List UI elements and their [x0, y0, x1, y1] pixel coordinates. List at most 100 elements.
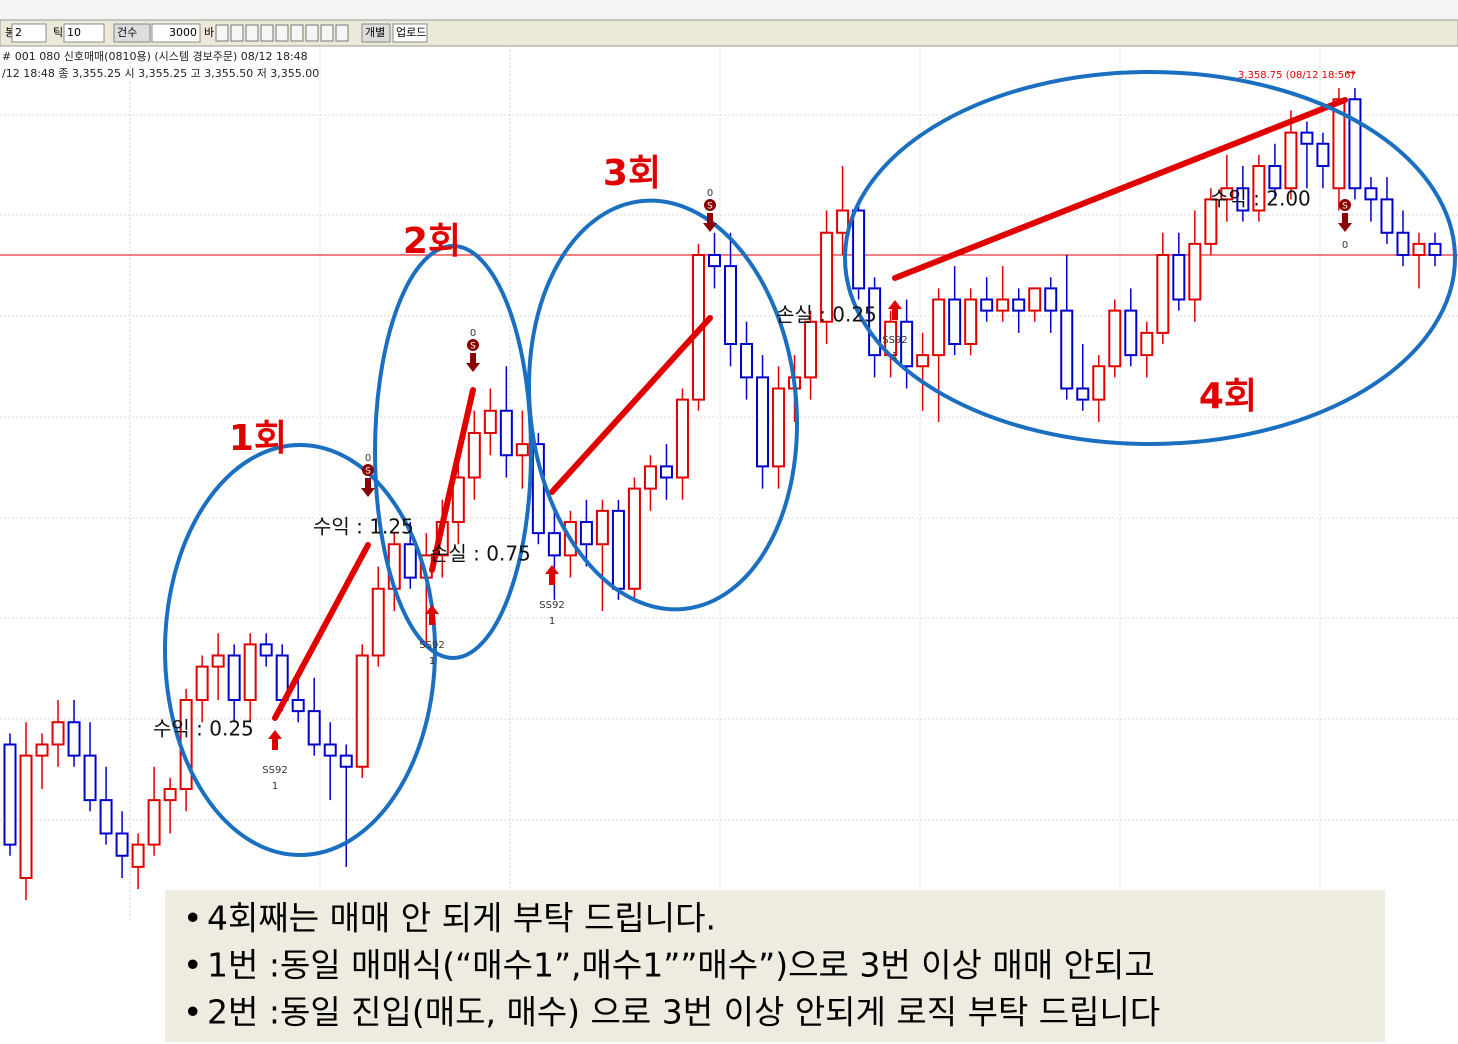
- toolbar-icon[interactable]: [260, 24, 274, 42]
- toolbar-icon[interactable]: [320, 24, 334, 42]
- trade-label: 수익 : 2.00: [1210, 187, 1311, 211]
- candle-body: [707, 254, 721, 268]
- toolbar-field[interactable]: [11, 23, 47, 43]
- toolbar-label: 바: [204, 26, 214, 39]
- candle-body: [227, 654, 241, 701]
- exit-icon: S: [707, 202, 713, 212]
- candle-body: [243, 643, 257, 701]
- upload-button[interactable]: [392, 23, 428, 43]
- entry-arrow: [545, 565, 559, 585]
- header-line: # 001 080 신호매매(0810용) (시스템 경보주문) 08/12 1…: [2, 50, 308, 63]
- candle-body: [964, 298, 978, 345]
- candle-body: [531, 443, 545, 535]
- candle-body: [1412, 242, 1426, 256]
- candle-body: [147, 799, 161, 846]
- exit-icon: S: [470, 342, 476, 352]
- exit-qty: 0: [1342, 240, 1348, 251]
- candle-body: [323, 743, 337, 757]
- candle-body: [820, 231, 834, 323]
- exit-icon: S: [365, 467, 371, 477]
- toolbar-icon[interactable]: [215, 24, 229, 42]
- entry-qty: 1: [549, 616, 555, 627]
- trade-label: 손실 : 0.75: [430, 542, 531, 566]
- toolbar-label: 건수: [117, 26, 137, 39]
- candle-body: [836, 209, 850, 234]
- arrow: →: [1346, 66, 1356, 80]
- candle-body: [627, 487, 641, 590]
- window-top: [0, 0, 1458, 20]
- exit-icon-bg: [467, 339, 479, 351]
- toolbar-icon[interactable]: [305, 24, 319, 42]
- candle-body: [51, 721, 65, 746]
- high-label: 3,358.75 (08/12 18:56): [1238, 70, 1354, 81]
- candle-body: [115, 832, 129, 857]
- toolbar-label: 봉: [5, 26, 15, 39]
- bullet: •: [183, 993, 202, 1032]
- candle-body: [211, 654, 225, 668]
- candle-body: [67, 721, 81, 757]
- candle-body: [547, 532, 561, 557]
- note-box: [165, 890, 1385, 1042]
- candle-body: [355, 654, 369, 768]
- candle-body: [772, 387, 786, 468]
- candle-body: [131, 843, 145, 868]
- candle-body: [1060, 309, 1074, 390]
- candle-body: [1364, 187, 1378, 201]
- candle-body: [499, 409, 513, 457]
- candle-body: [99, 799, 113, 835]
- toolbar-field[interactable]: [151, 23, 201, 43]
- toolbar-icon[interactable]: [275, 24, 289, 42]
- candle-body: [1172, 254, 1186, 301]
- exit-qty: 0: [707, 188, 713, 199]
- ellipses: [163, 70, 1457, 857]
- note-line: 4회째는 매매 안 되게 부탁 드립니다.: [207, 899, 716, 938]
- candle-body: [1252, 165, 1266, 212]
- candle-body: [1044, 287, 1058, 312]
- toolbar-field[interactable]: [361, 23, 391, 43]
- candle-body: [643, 465, 657, 490]
- candle-body: [900, 320, 914, 368]
- candle-body: [163, 788, 177, 802]
- candle-body: [611, 509, 625, 590]
- round-label: 2회: [403, 221, 461, 262]
- candle-body: [515, 443, 529, 457]
- toolbar-icon[interactable]: [230, 24, 244, 42]
- candle-body: [740, 343, 754, 379]
- candle-body: [659, 465, 673, 479]
- exit-arrow: [703, 213, 717, 232]
- candle-body: [1092, 365, 1106, 401]
- toolbar-label: 개별: [365, 26, 385, 39]
- exit-qty: 0: [470, 328, 476, 339]
- candle-body: [291, 699, 305, 713]
- signals: SS92 1 SS92 1 SS92 1 SS92 1 0 S 0 S 0 S 0 S: [262, 188, 1352, 792]
- candle-body: [595, 509, 609, 546]
- toolbar-field[interactable]: [113, 23, 151, 43]
- candle-body: [852, 209, 866, 290]
- candle-body: [1012, 298, 1026, 312]
- toolbar-field[interactable]: [63, 23, 105, 43]
- round-label: 1회: [229, 418, 287, 459]
- candle-body: [948, 298, 962, 345]
- entry-arrow: [888, 300, 902, 320]
- toolbar-label: 10: [67, 26, 81, 39]
- candle-body: [756, 376, 770, 468]
- toolbar-icon[interactable]: [245, 24, 259, 42]
- entry-label: SS92: [419, 640, 444, 651]
- candle-body: [1140, 331, 1154, 357]
- exit-arrow: [361, 478, 375, 497]
- candle-body: [1076, 387, 1090, 401]
- entry-qty: 1: [892, 351, 898, 362]
- candle-body: [1284, 131, 1298, 190]
- exit-icon-bg: [704, 199, 716, 211]
- entry-label: SS92: [539, 600, 564, 611]
- toolbar-icon[interactable]: [290, 24, 304, 42]
- toolbar-icon[interactable]: [335, 24, 349, 42]
- candle-body: [1236, 187, 1250, 212]
- candle-body: [1268, 165, 1282, 190]
- candles: [3, 88, 1442, 901]
- toolbar-label: 3000: [169, 26, 197, 39]
- exit-qty: 0: [365, 453, 371, 464]
- candle-body: [19, 754, 33, 879]
- candle-body: [1348, 98, 1362, 190]
